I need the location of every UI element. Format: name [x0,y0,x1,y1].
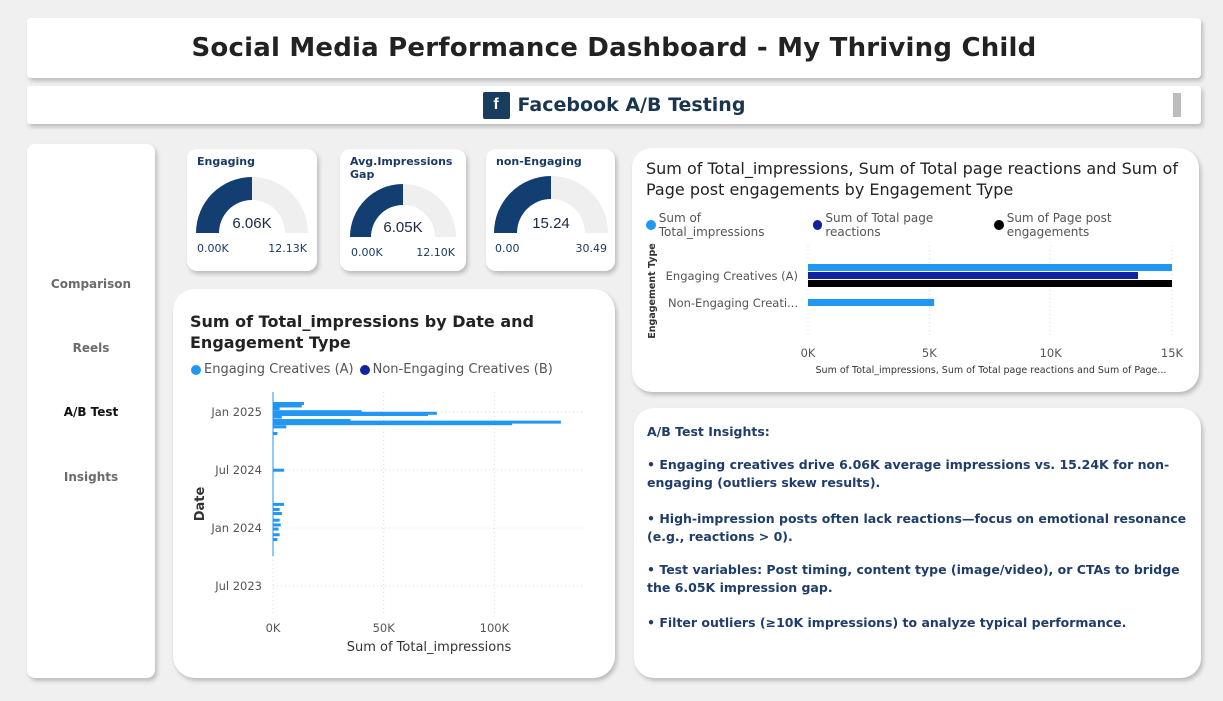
gauge-max: 12.13K [268,242,307,255]
y-tick-label: Jan 2024 [210,521,262,535]
bar-engaging[interactable] [273,413,428,417]
bar-engaging[interactable] [273,518,280,522]
gauge-min: 0.00K [351,246,383,259]
facebook-icon: f [482,91,510,119]
x-tick-label: 100K [480,621,510,635]
gauge: 6.05K 0.00K 12.10K [350,184,456,259]
bar-engaging[interactable] [273,507,280,511]
insight-item: • Filter outliers (≥10K impressions) to … [647,615,1127,630]
x-axis-label: Sum of Total_impressions, Sum of Total p… [816,365,1167,376]
kpi-label: Avg.Impressions Gap [350,155,453,181]
y-axis-label: Engagement Type [647,243,658,338]
x-tick-label: 15K [1161,346,1184,360]
nav-panel: Comparison Reels A/B Test Insights [27,144,155,678]
chart-legend: Engaging Creatives (A) Non-Engaging Crea… [191,362,559,377]
x-tick-label: 50K [373,621,396,635]
gauge-value: 15.24 [532,215,570,232]
y-axis-label: Date [193,487,208,522]
legend-item-engaging[interactable]: Engaging Creatives (A) [191,362,354,377]
chart-title: Sum of Total_impressions, Sum of Total p… [646,159,1178,199]
engagement-type-chart: Sum of Total_impressions, Sum of Total p… [632,148,1199,392]
bar-impressions[interactable] [808,264,1172,271]
chart-legend: Sum of Total_impressions Sum of Total pa… [646,211,1199,239]
dashboard-header: Social Media Performance Dashboard - My … [27,18,1201,78]
page-title: Social Media Performance Dashboard - My … [191,33,1037,63]
bar-engaging[interactable] [273,502,285,506]
legend-item-engagements[interactable]: Sum of Page post engagements [993,211,1193,239]
bar-reactions[interactable] [808,272,1139,279]
gauge-fill [196,177,252,233]
bar-engaging[interactable] [273,404,302,408]
nav-item-ab-test[interactable]: A/B Test [63,405,119,419]
gauge-fill [494,176,551,233]
bar-engaging[interactable] [273,533,280,537]
legend-item-impressions[interactable]: Sum of Total_impressions [646,211,807,239]
kpi-label: Engaging [197,155,255,168]
gauge-value: 6.06K [232,215,271,232]
legend-item-reactions[interactable]: Sum of Total page reactions [812,211,988,239]
bar-impressions[interactable] [808,299,935,306]
section-header: f Facebook A/B Testing [27,86,1201,124]
nav-item-insights[interactable]: Insights [63,470,119,484]
x-tick-label: 10K [1040,346,1063,360]
gauge: 15.24 0.00 30.49 [494,176,608,255]
section-title: Facebook A/B Testing [517,94,746,116]
y-tick-label: Jan 2025 [210,405,262,419]
insight-item: • High-impression posts often lack react… [647,511,1187,544]
bar-engaging[interactable] [273,527,279,531]
chart-plot-area: Jan 2025 Jul 2024 Jan 2024 Jul 2023 0K 50K 100… [193,392,583,655]
gauge-fill [350,184,403,237]
bar-engaging[interactable] [273,523,281,527]
legend-item-non-engaging[interactable]: Non-Engaging Creatives (B) [359,362,553,377]
bar-engaging[interactable] [273,512,282,516]
kpi-card-engaging: Engaging 6.06K 0.00K 12.13K [187,149,317,271]
bar-engaging[interactable] [273,468,285,472]
bar-engaging[interactable] [273,419,351,423]
gauge-min: 0.00 [495,242,520,255]
insights-heading: A/B Test Insights: [647,424,770,439]
gauge-value: 6.05K [383,219,422,236]
bar-engaging[interactable] [273,401,304,405]
bar-engaging[interactable] [273,420,561,424]
category-label: Engaging Creatives (A) [666,269,798,283]
x-tick-label: 0K [801,346,816,360]
bar-engaging[interactable] [273,415,282,419]
bar-engaging[interactable] [273,422,513,426]
insight-item: • Engaging creatives drive 6.06K average… [647,457,1170,490]
bar-engaging[interactable] [273,407,280,411]
gauge-max: 12.10K [416,246,455,259]
kpi-card-impressions-gap: Avg.Impressions Gap 6.05K 0.00K 12.10K [340,149,466,271]
bar-engagements[interactable] [808,280,1172,287]
gauge-min: 0.00K [197,242,229,255]
y-tick-label: Jul 2023 [214,579,262,593]
x-tick-label: 5K [922,346,937,360]
gauge-max: 30.49 [576,242,608,255]
nav-item-reels[interactable]: Reels [72,341,110,355]
impressions-by-date-chart: Sum of Total_impressions by Date and Eng… [173,289,615,678]
nav-item-comparison[interactable]: Comparison [50,277,132,291]
chart-title: Sum of Total_impressions by Date and Eng… [190,312,534,352]
scrollbar-thumb[interactable] [1173,93,1181,117]
insight-item: • Test variables: Post timing, content t… [647,562,1180,595]
bar-engaging[interactable] [273,537,278,541]
category-label: Non-Engaging Creati... [668,296,798,310]
x-axis-label: Sum of Total_impressions [347,640,512,655]
kpi-label: non-Engaging [496,155,582,168]
insights-panel: A/B Test Insights: • Engaging creatives … [634,408,1201,678]
bar-engaging[interactable] [273,410,362,414]
gauge: 6.06K 0.00K 12.13K [196,177,308,255]
bar-engaging[interactable] [273,432,278,436]
x-tick-label: 0K [266,621,281,635]
chart-plot-area: 0K 5K 10K 15K Sum of Total_impressions, Sum … [647,243,1184,376]
kpi-card-non-engaging: non-Engaging 15.24 0.00 30.49 [486,149,615,271]
y-tick-label: Jul 2024 [214,463,262,477]
bar-engaging[interactable] [273,425,287,429]
